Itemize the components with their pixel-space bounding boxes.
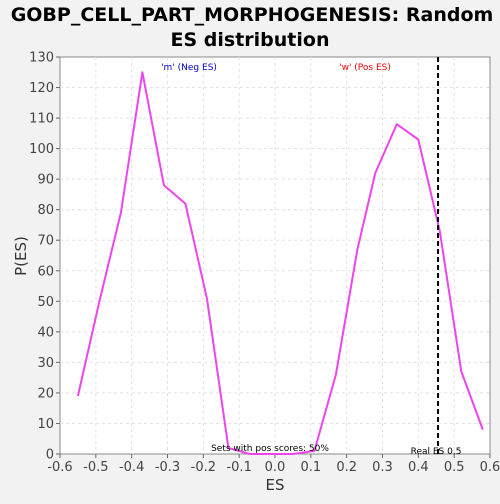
y-tick-label: 20	[37, 386, 54, 401]
x-tick-label: 0.0	[265, 460, 286, 475]
pos-scores-annotation: Sets with pos scores: 50%	[211, 444, 329, 454]
y-tick-label: 80	[37, 203, 54, 218]
y-axis-title: P(ES)	[12, 236, 30, 276]
x-tick-label: -0.3	[155, 460, 180, 475]
x-tick-label: 0.3	[372, 460, 393, 475]
x-tick-label: -0.6	[47, 460, 72, 475]
x-tick-label: 0.2	[336, 460, 357, 475]
y-tick-label: 120	[29, 81, 54, 96]
x-axis-title: ES	[266, 476, 285, 494]
y-tick-label: 100	[29, 142, 54, 157]
y-tick-label: 0	[46, 448, 54, 463]
x-tick-label: 0.4	[408, 460, 429, 475]
y-tick-label: 90	[37, 173, 54, 188]
y-tick-label: 130	[29, 51, 54, 66]
real-es-annotation: Real ES 0.5	[411, 447, 462, 457]
legend-neg: 'm' (Neg ES)	[161, 63, 217, 73]
x-tick-label: 0.5	[444, 460, 465, 475]
legend-pos: 'w' (Pos ES)	[339, 63, 391, 73]
y-tick-label: 30	[37, 356, 54, 371]
axis-ticks: -0.6 -0.5 -0.4 -0.3 -0.2 -0.1 0.0 0.1 0.2 0.3 0.4 0…	[29, 51, 500, 476]
x-tick-label: 0.1	[300, 460, 321, 475]
y-tick-label: 10	[37, 417, 54, 432]
series-layer	[76, 71, 484, 455]
distribution-series-line	[76, 71, 484, 455]
x-tick-label: -0.4	[119, 460, 144, 475]
chart-title-line2: ES distribution	[171, 29, 330, 51]
x-tick-label: 0.6	[480, 460, 500, 475]
grid	[60, 57, 490, 454]
x-tick-label: -0.5	[83, 460, 108, 475]
y-tick-label: 40	[37, 325, 54, 340]
y-tick-label: 50	[37, 295, 54, 310]
y-tick-label: 70	[37, 234, 54, 249]
x-tick-label: -0.1	[226, 460, 251, 475]
y-tick-label: 60	[37, 264, 54, 279]
y-tick-label: 110	[29, 112, 54, 127]
chart-title-line1: GOBP_CELL_PART_MORPHOGENESIS: Random	[11, 4, 494, 26]
x-tick-label: -0.2	[191, 460, 216, 475]
